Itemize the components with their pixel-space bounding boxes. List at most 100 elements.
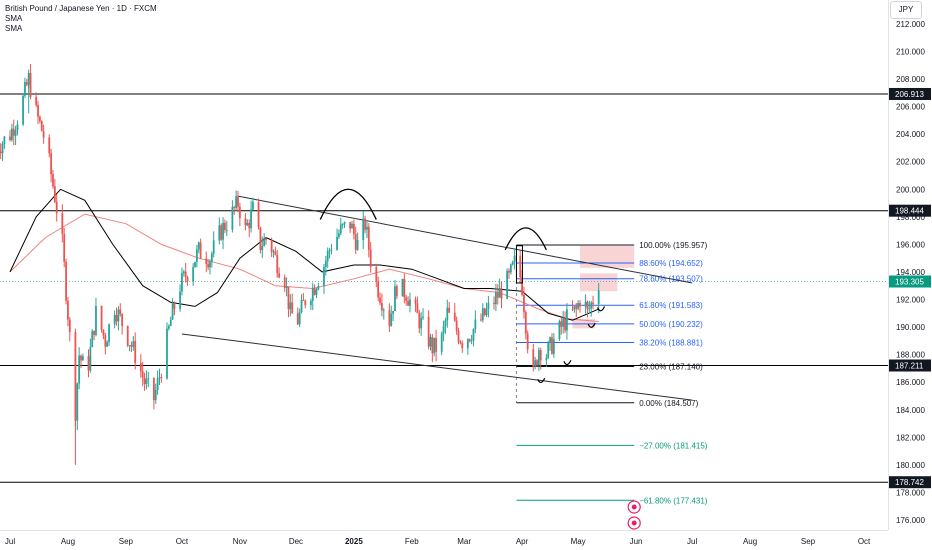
time-tick-label: Aug [61,537,75,546]
candle-body [431,337,434,354]
candle-body [577,303,580,309]
resistance-zone [580,273,618,292]
candle-body [29,72,32,97]
candle-body [367,226,370,250]
fib-level-label: −61.80% (177.431) [639,496,708,505]
time-tick-label: Aug [743,537,757,546]
candle-body [394,286,396,312]
candle-body [40,121,43,132]
candle-body [435,337,437,352]
candle-body [283,277,286,288]
candle-body [39,116,41,122]
candle-body [35,96,38,105]
candle-body [252,201,254,210]
candle-body [472,329,475,341]
candle-body [588,308,591,310]
candle-body [160,377,163,379]
candle-body [276,254,279,274]
candle-body [336,236,338,250]
candle-body [433,337,436,354]
candle-body [311,287,314,302]
resistance-zone [580,245,635,268]
level-price-tag [889,204,931,217]
candle-body [248,222,251,229]
fib-level-label: 23.00% (187.140) [639,362,703,371]
price-tick-label: 206.000 [896,103,925,112]
candle-body [0,151,2,154]
candle-body [130,345,133,347]
candle-body [113,315,116,325]
candle-body [238,206,241,219]
candle-body [511,261,514,265]
candle-body [379,297,381,304]
candle-body [158,377,161,379]
currency-button[interactable]: JPY [890,1,922,19]
candle-body [104,335,107,347]
level-price-tag [889,87,931,100]
level-price-tag [889,359,931,372]
candle-body [173,303,176,309]
current-price-tag [889,275,931,288]
price-tick-label: 188.000 [896,351,925,360]
time-tick-label: May [571,537,586,546]
candle-body [470,340,473,342]
candle-body [274,251,277,255]
price-tick-label: 178.000 [896,488,925,497]
candle-body [579,303,581,307]
candle-body [403,278,406,298]
time-tick-label: 2025 [345,537,363,546]
candle-body [81,356,84,361]
price-tick-label: 196.000 [896,240,925,249]
candle-body [495,292,497,305]
candle-body [375,267,378,281]
candle-body [65,261,67,301]
candle-body [523,294,525,313]
candle-body [128,345,131,346]
candle-body [93,330,95,335]
candle-body [519,255,522,278]
candle-body [324,260,327,267]
candle-body [364,218,366,230]
candle-body [536,360,538,366]
candle-body [545,357,548,361]
time-tick-label: Jul [5,537,15,546]
candle-body [500,288,503,299]
candle-body [341,224,344,225]
candle-body [224,222,226,231]
candle-body [381,303,383,311]
fib-level-label: 0.00% (184.507) [639,399,698,408]
candle-body [89,346,92,371]
level-price-label: 198.444 [895,207,924,216]
candle-body [509,264,512,273]
candle-body [401,278,404,297]
candle-body [270,240,273,253]
plot-area: 100.00% (195.957)88.60% (194.652)78.60% … [0,64,888,505]
candle-body [61,213,64,235]
symbol-title[interactable]: British Pound / Japanese Yen · 1D · FXCM [5,4,157,13]
candle-body [80,355,82,361]
time-tick-label: Sep [119,537,134,546]
time-tick-label: Feb [405,537,419,546]
price-tick-label: 180.000 [896,461,925,470]
candle-body [10,128,13,140]
candle-body [298,312,301,325]
candle-body [302,299,305,301]
candle-body [407,301,409,306]
candle-body [392,311,395,314]
sma-indicator-label[interactable]: SMA [5,14,23,23]
candle-body [16,124,19,131]
time-tick-label: Dec [289,537,303,546]
economic-event-icon [631,504,637,510]
level-price-label: 187.211 [895,361,924,370]
candle-body [296,313,299,325]
sma-indicator-label-2[interactable]: SMA [5,24,23,33]
candle-body [1,143,4,154]
economic-event-icon [631,520,637,526]
candle-body [323,266,325,286]
candle-body [156,378,159,390]
fib-level-label: 50.00% (190.232) [639,320,703,329]
candle-body [194,261,196,268]
price-tick-label: 184.000 [896,406,925,415]
price-tick-label: 198.000 [896,213,925,222]
